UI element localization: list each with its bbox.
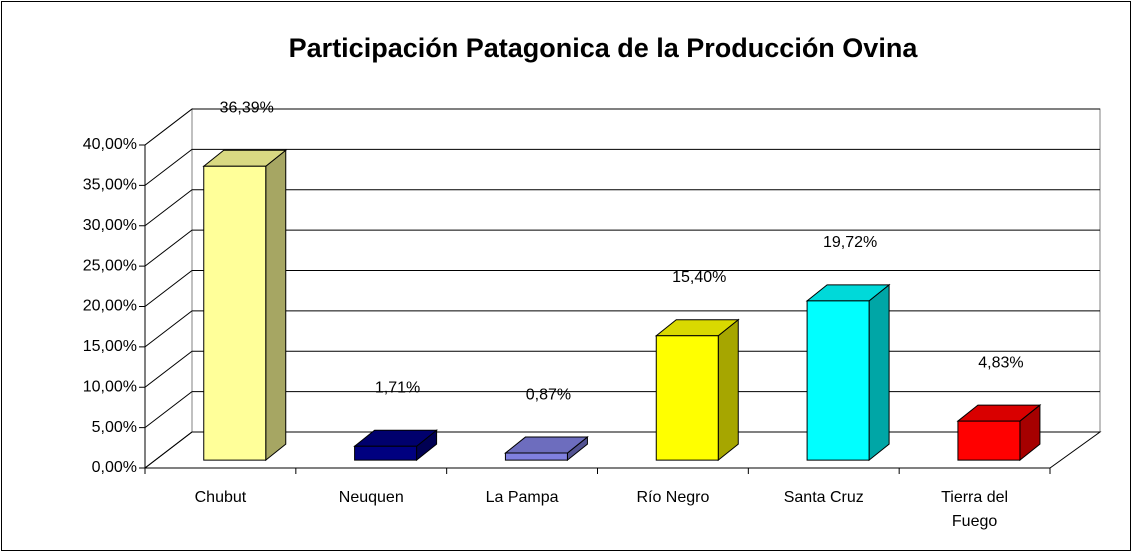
bar-side bbox=[868, 283, 890, 462]
grid-line bbox=[144, 108, 1100, 146]
x-tick-label: Neuquen bbox=[338, 489, 404, 506]
x-tick-label: Santa Cruz bbox=[783, 489, 864, 506]
value-label: 15,40% bbox=[672, 269, 726, 286]
x-tick-label: La Pampa bbox=[485, 489, 559, 506]
chart-title: Participación Patagonica de la Producció… bbox=[289, 33, 919, 63]
bar-front bbox=[957, 420, 1021, 461]
x-tick-label: Río Negro bbox=[636, 489, 710, 506]
grid-line bbox=[144, 148, 1100, 186]
bar-front bbox=[655, 335, 719, 461]
bar-front bbox=[504, 452, 568, 461]
y-tick-label: 40,00% bbox=[83, 136, 137, 153]
value-label: 19,72% bbox=[823, 234, 877, 251]
bar bbox=[202, 149, 288, 462]
y-tick-label: 25,00% bbox=[83, 257, 137, 274]
value-label: 36,39% bbox=[220, 99, 274, 116]
y-tick-label: 10,00% bbox=[83, 378, 137, 395]
y-tick-label: 30,00% bbox=[83, 217, 137, 234]
bar-front bbox=[806, 300, 870, 461]
y-tick-label: 5,00% bbox=[92, 419, 137, 436]
floor bbox=[143, 431, 1102, 469]
y-tick-label: 15,00% bbox=[83, 338, 137, 355]
grid-line bbox=[144, 350, 1100, 388]
bar-side bbox=[717, 318, 739, 462]
grid-line bbox=[144, 229, 1100, 267]
bar-front bbox=[354, 445, 418, 461]
y-tick-label: 0,00% bbox=[92, 459, 137, 476]
grid-line bbox=[144, 189, 1100, 227]
grid-line bbox=[144, 391, 1100, 429]
value-label: 0,87% bbox=[526, 386, 571, 403]
x-tick-label: Tierra del Fuego bbox=[941, 489, 1009, 530]
bar bbox=[805, 283, 891, 462]
value-label: 1,71% bbox=[375, 379, 420, 396]
bar bbox=[503, 436, 589, 462]
grid-line bbox=[144, 431, 1100, 469]
value-label: 4,83% bbox=[978, 354, 1023, 371]
bar bbox=[353, 429, 439, 462]
grid-line bbox=[144, 310, 1100, 348]
bar-side bbox=[265, 149, 287, 462]
x-tick-label: Chubut bbox=[194, 489, 247, 506]
y-tick-label: 35,00% bbox=[83, 177, 137, 194]
bar bbox=[654, 318, 740, 462]
bar-front bbox=[203, 165, 267, 461]
bar bbox=[956, 404, 1042, 462]
y-tick-label: 20,00% bbox=[83, 298, 137, 315]
grid-line bbox=[144, 270, 1100, 307]
